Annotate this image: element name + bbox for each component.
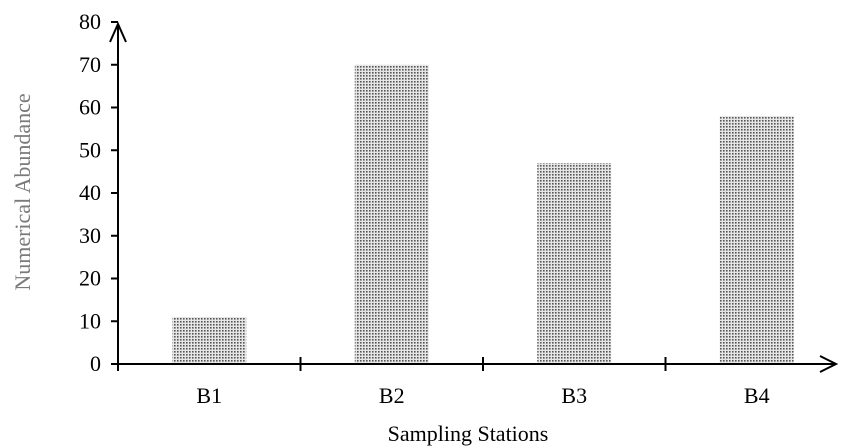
y-tick-label: 60: [79, 95, 101, 120]
y-tick-label: 40: [79, 180, 101, 205]
bar-B4: [719, 116, 794, 364]
y-tick-label: 80: [79, 9, 101, 34]
x-tick-label: B1: [196, 383, 222, 408]
bar-B3: [537, 163, 612, 364]
y-tick-label: 70: [79, 52, 101, 77]
axes-layer: [109, 21, 839, 373]
y-axis-arrow: [109, 21, 127, 43]
y-tick-label: 20: [79, 266, 101, 291]
x-tick-label: B2: [379, 383, 405, 408]
labels-layer: Sampling Stations Numerical Abundance B1…: [10, 9, 770, 446]
y-tick-label: 10: [79, 308, 101, 333]
bar-B1: [172, 316, 247, 364]
bar-B2: [354, 64, 429, 364]
y-tick-label: 50: [79, 137, 101, 162]
y-axis-title: Numerical Abundance: [10, 93, 35, 290]
bars-layer: [172, 64, 794, 364]
x-tick-label: B3: [561, 383, 587, 408]
x-axis-arrow: [819, 355, 839, 373]
x-tick-label: B4: [744, 383, 770, 408]
y-tick-label: 0: [90, 351, 101, 376]
x-axis-title: Sampling Stations: [388, 421, 549, 446]
y-tick-label: 30: [79, 223, 101, 248]
